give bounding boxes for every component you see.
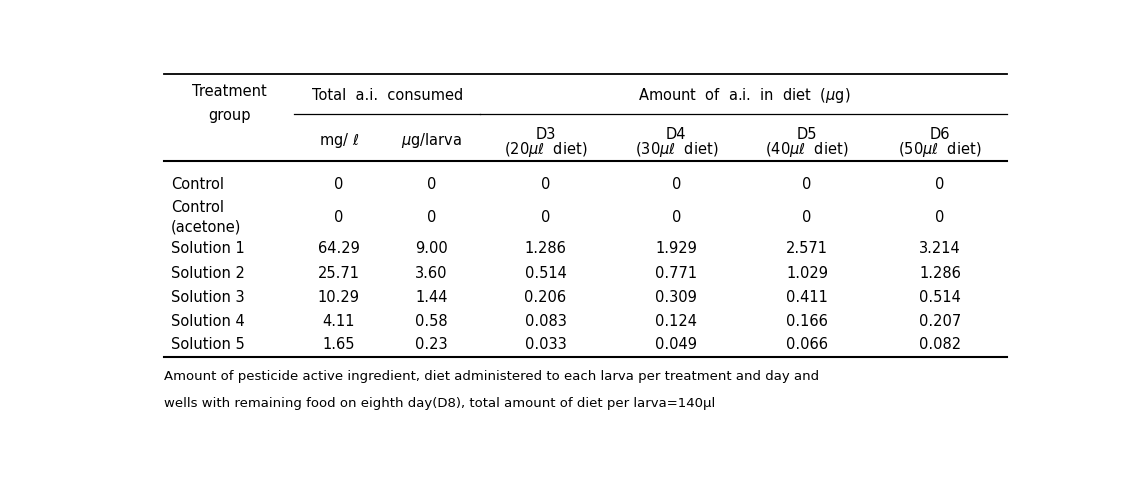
- Text: Amount  of  a.i.  in  diet  ($\mu$g): Amount of a.i. in diet ($\mu$g): [637, 86, 850, 105]
- Text: 1.286: 1.286: [919, 266, 960, 281]
- Text: (acetone): (acetone): [171, 220, 242, 235]
- Text: (50$\mu$$\ell$  diet): (50$\mu$$\ell$ diet): [898, 140, 982, 159]
- Text: (30$\mu$$\ell$  diet): (30$\mu$$\ell$ diet): [635, 140, 718, 159]
- Text: 0: 0: [803, 210, 812, 225]
- Text: 9.00: 9.00: [415, 241, 448, 256]
- Text: 25.71: 25.71: [318, 266, 359, 281]
- Text: Solution 4: Solution 4: [171, 314, 245, 329]
- Text: 0: 0: [541, 210, 550, 225]
- Text: Solution 5: Solution 5: [171, 338, 245, 352]
- Text: mg/ $\ell$: mg/ $\ell$: [319, 132, 359, 150]
- Text: 0.58: 0.58: [415, 314, 448, 329]
- Text: 0.166: 0.166: [786, 314, 828, 329]
- Text: 0.033: 0.033: [525, 338, 566, 352]
- Text: (40$\mu$$\ell$  diet): (40$\mu$$\ell$ diet): [765, 140, 848, 159]
- Text: wells with remaining food on eighth day(D8), total amount of diet per larva=140μ: wells with remaining food on eighth day(…: [163, 398, 714, 410]
- Text: Solution 2: Solution 2: [171, 266, 245, 281]
- Text: group: group: [208, 108, 251, 123]
- Text: 0.049: 0.049: [655, 338, 697, 352]
- Text: 0.124: 0.124: [655, 314, 697, 329]
- Text: 0.083: 0.083: [525, 314, 566, 329]
- Text: 1.286: 1.286: [525, 241, 566, 256]
- Text: 0.082: 0.082: [919, 338, 960, 352]
- Text: (20$\mu$$\ell$  diet): (20$\mu$$\ell$ diet): [503, 140, 587, 159]
- Text: D5: D5: [797, 127, 818, 142]
- Text: D4: D4: [666, 127, 686, 142]
- Text: 0: 0: [426, 210, 437, 225]
- Text: 0: 0: [335, 177, 344, 192]
- Text: Control: Control: [171, 201, 223, 215]
- Text: Solution 3: Solution 3: [171, 290, 245, 305]
- Text: 0.309: 0.309: [655, 290, 697, 305]
- Text: 0.514: 0.514: [919, 290, 960, 305]
- Text: 0: 0: [936, 177, 945, 192]
- Text: 4.11: 4.11: [322, 314, 355, 329]
- Text: Amount of pesticide active ingredient, diet administered to each larva per treat: Amount of pesticide active ingredient, d…: [163, 370, 819, 383]
- Text: Treatment: Treatment: [192, 84, 266, 99]
- Text: $\mu$g/larva: $\mu$g/larva: [401, 132, 463, 150]
- Text: 10.29: 10.29: [318, 290, 359, 305]
- Text: 1.65: 1.65: [322, 338, 355, 352]
- Text: Solution 1: Solution 1: [171, 241, 245, 256]
- Text: 0: 0: [936, 210, 945, 225]
- Text: Total  a.i.  consumed: Total a.i. consumed: [312, 88, 463, 103]
- Text: 3.214: 3.214: [919, 241, 960, 256]
- Text: 64.29: 64.29: [318, 241, 359, 256]
- Text: D3: D3: [535, 127, 556, 142]
- Text: 0.206: 0.206: [524, 290, 567, 305]
- Text: 2.571: 2.571: [786, 241, 828, 256]
- Text: 0.771: 0.771: [655, 266, 697, 281]
- Text: Control: Control: [171, 177, 223, 192]
- Text: 0: 0: [671, 210, 680, 225]
- Text: 0.066: 0.066: [786, 338, 828, 352]
- Text: 0.411: 0.411: [786, 290, 828, 305]
- Text: 3.60: 3.60: [415, 266, 448, 281]
- Text: 1.44: 1.44: [415, 290, 448, 305]
- Text: 0: 0: [335, 210, 344, 225]
- Text: 0.23: 0.23: [415, 338, 448, 352]
- Text: 0: 0: [803, 177, 812, 192]
- Text: 1.029: 1.029: [786, 266, 828, 281]
- Text: 0: 0: [426, 177, 437, 192]
- Text: 0.207: 0.207: [919, 314, 960, 329]
- Text: 0: 0: [671, 177, 680, 192]
- Text: 0: 0: [541, 177, 550, 192]
- Text: 0.514: 0.514: [525, 266, 566, 281]
- Text: 1.929: 1.929: [655, 241, 697, 256]
- Text: D6: D6: [930, 127, 950, 142]
